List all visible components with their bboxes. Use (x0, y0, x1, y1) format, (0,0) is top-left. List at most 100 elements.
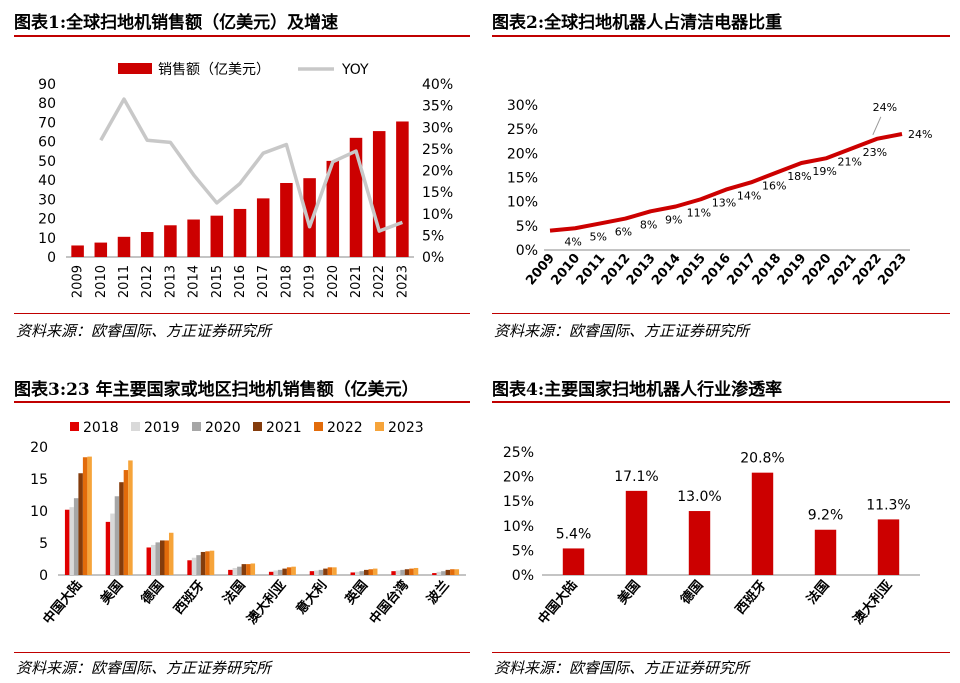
bar-2022 (409, 568, 414, 575)
bar-2021 (445, 569, 451, 575)
x-tick-label: 德国 (678, 577, 707, 607)
bar-2023 (454, 569, 460, 575)
x-tick-label: 中国大陆 (535, 577, 581, 627)
y-tick-label: 20% (503, 470, 534, 486)
bar-2019 (69, 507, 74, 575)
title-rule (492, 401, 950, 403)
source-rule (492, 652, 950, 653)
value-label: 13.0% (677, 489, 721, 505)
legend-swatch-sales (118, 63, 152, 74)
y-tick-label: 5% (512, 543, 534, 559)
bar-2021 (119, 482, 124, 575)
y-tick-label: 0 (47, 250, 56, 266)
share-line (549, 132, 903, 233)
legend-label: 销售额（亿美元） (158, 62, 270, 78)
callout-line (872, 116, 882, 136)
y-tick-label: 70 (38, 115, 56, 131)
bar-2019 (110, 513, 115, 575)
y2-tick-label: 40% (422, 77, 453, 93)
value-label: 20.8% (740, 451, 784, 467)
y-tick-label: 10% (507, 195, 538, 211)
bar-2018 (350, 572, 356, 575)
x-tick-label: 英国 (341, 577, 371, 608)
x-tick-label: 2011 (117, 265, 132, 298)
value-label: 11.3% (866, 497, 910, 513)
y2-tick-label: 15% (422, 185, 453, 201)
yoy-line (99, 97, 404, 233)
bar (877, 519, 900, 575)
y-tick-label: 25% (503, 445, 534, 461)
panel-title: 图表1:全球扫地机销售额（亿美元）及增速 (14, 13, 339, 33)
bar (71, 245, 84, 257)
panel-country-sales: 图表3:23 年主要国家或地区扫地机销售额（亿美元） 0 5 10 15 20 中国大陆美… (0, 345, 478, 683)
panel-global-sales: 图表1:全球扫地机销售额（亿美元）及增速 0 10 20 30 40 50 60 70 80 90… (0, 0, 478, 345)
point-label: 14% (737, 189, 761, 202)
value-label: 5.4% (556, 526, 592, 542)
bar (396, 121, 409, 257)
legend-swatch (70, 422, 79, 431)
x-tick-label: 德国 (138, 577, 167, 607)
y-tick-label: 25% (507, 122, 538, 138)
x-tick-label: 2022 (372, 265, 387, 298)
y-tick-label: 10% (503, 519, 534, 535)
x-tick-label: 西班牙 (732, 577, 769, 617)
source-note: 资料来源：欧睿国际、方正证券研究所 (494, 659, 750, 677)
bar-2023 (372, 568, 378, 575)
bar (94, 242, 108, 257)
bar-2019 (273, 570, 278, 575)
y-tick-label: 10 (38, 231, 56, 247)
y-tick-label: 20 (30, 440, 48, 456)
bar (187, 219, 200, 257)
panel-share-of-cleaning: 图表2:全球扫地机器人占清洁电器比重 0% 5% 10% 15% 20% 25% 30% 4%… (480, 0, 960, 345)
x-tick-label: 2015 (210, 265, 225, 298)
bar-2022 (164, 540, 169, 575)
bar-2022 (82, 457, 88, 575)
legend-label: 2020 (205, 420, 241, 436)
bar (562, 548, 585, 575)
source-note: 资料来源：欧睿国际、方正证券研究所 (16, 322, 272, 340)
point-label: 23% (863, 146, 887, 159)
x-tick-label: 中国大陆 (40, 577, 86, 627)
bar-2021 (282, 568, 287, 575)
point-label: 6% (615, 226, 632, 239)
legend-label: 2021 (266, 420, 302, 436)
bar-2019 (314, 570, 319, 575)
y2-tick-label: 5% (422, 228, 444, 244)
y-tick-label: 50 (38, 154, 56, 170)
panel-penetration: 图表4:主要国家扫地机器人行业渗透率 0% 5% 10% 15% 20% 25% 5.4% 1… (480, 345, 960, 683)
bar-2020 (155, 542, 160, 575)
bar-2020 (277, 569, 283, 575)
bar-2022 (286, 567, 292, 575)
bar-2018 (146, 547, 152, 575)
panel-title: 图表3:23 年主要国家或地区扫地机销售额（亿美元） (14, 380, 419, 400)
x-tick-label: 法国 (220, 577, 249, 607)
y2-tick-label: 25% (422, 142, 453, 158)
x-tick-label: 中国台湾 (366, 577, 412, 627)
source-rule (14, 652, 470, 653)
bar-2018 (309, 571, 315, 575)
bar-2021 (364, 569, 369, 575)
x-tick-label: 美国 (97, 577, 126, 607)
value-label: 17.1% (614, 469, 658, 485)
x-tick-label: 2009 (71, 265, 86, 298)
point-label: 5% (590, 230, 607, 243)
bar-2022 (205, 551, 210, 575)
bar-2018 (105, 521, 111, 575)
x-tick-label: 2010 (94, 265, 109, 298)
bar-2021 (160, 540, 165, 575)
legend-label: 2018 (83, 420, 119, 436)
x-tick-label: 澳大利亚 (244, 577, 290, 627)
legend-swatch (375, 422, 384, 431)
point-label: 19% (812, 165, 836, 178)
bar-2020 (114, 496, 120, 575)
y-tick-label: 80 (38, 96, 56, 112)
point-label: 24% (908, 128, 932, 141)
y-tick-label: 30% (507, 98, 538, 114)
bar-2022 (246, 564, 251, 575)
bar (625, 490, 648, 575)
bar (210, 215, 224, 257)
bar-2019 (355, 571, 360, 575)
x-tick-label: 2019 (303, 265, 318, 298)
bar-2023 (128, 460, 133, 575)
point-label: 4% (564, 235, 581, 248)
